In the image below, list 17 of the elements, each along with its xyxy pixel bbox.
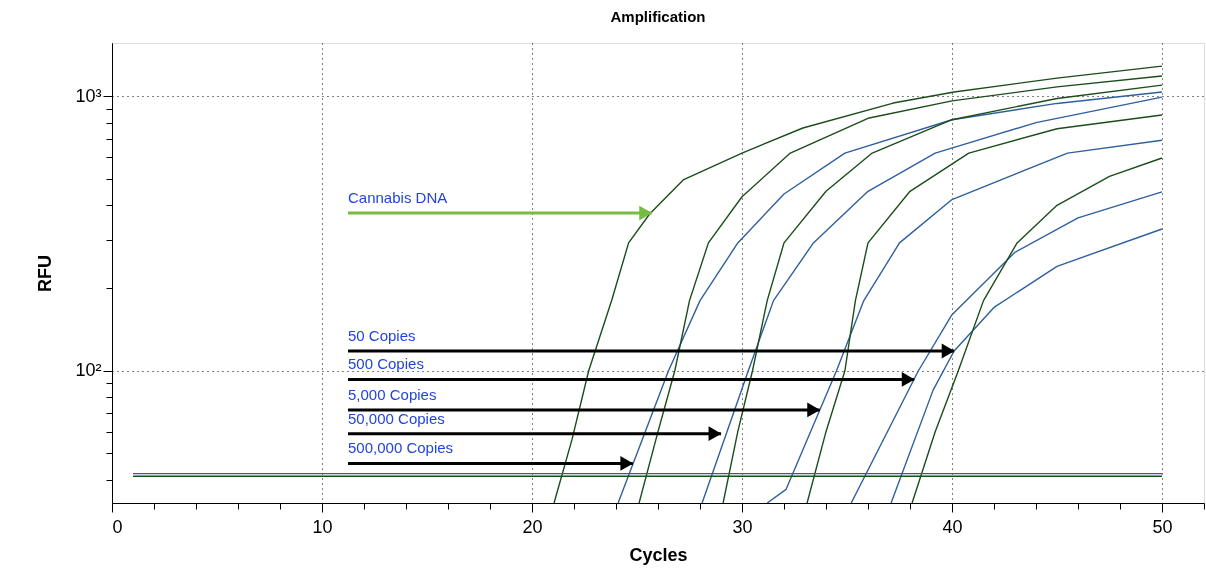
annotation: 50,000 Copies (348, 409, 445, 427)
y-axis-title: RFU (35, 255, 56, 292)
y-tick-label: 10³ (75, 85, 102, 106)
chart-title: Amplification (610, 8, 706, 25)
x-tick-label: 20 (522, 516, 543, 537)
annotation: 50 Copies (348, 326, 416, 344)
x-tick-label: 10 (312, 516, 333, 537)
x-tick-label: 0 (112, 516, 123, 537)
x-tick-label: 40 (942, 516, 963, 537)
annotation: 500 Copies (348, 355, 424, 373)
x-axis-title: Cycles (629, 544, 688, 565)
annotation: Cannabis DNA (348, 189, 448, 207)
annotation: 500,000 Copies (348, 439, 454, 457)
x-tick-label: 30 (732, 516, 753, 537)
y-tick-label: 10² (75, 360, 102, 381)
x-tick-label: 50 (1152, 516, 1173, 537)
annotation: 5,000 Copies (348, 385, 437, 403)
